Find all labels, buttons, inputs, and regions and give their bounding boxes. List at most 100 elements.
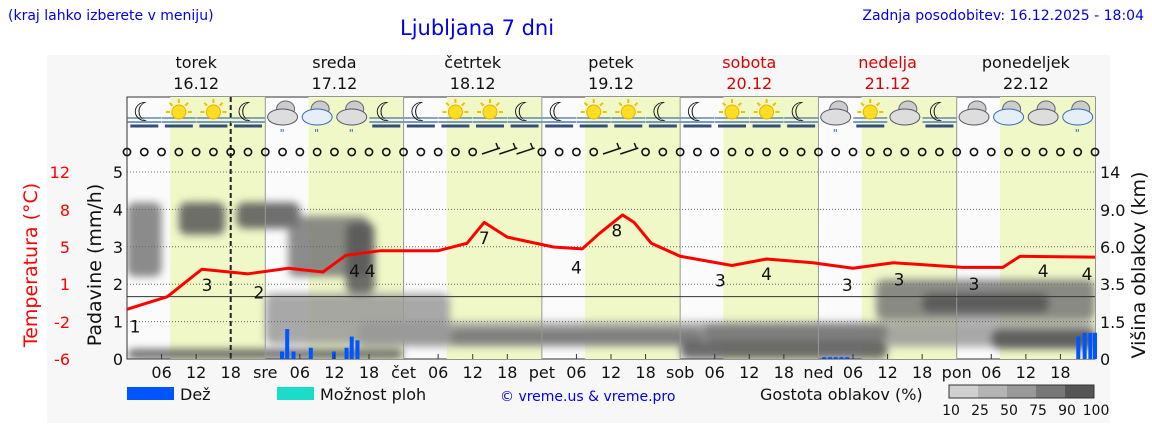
cloud-body <box>267 108 299 126</box>
cloud-layer <box>127 202 162 277</box>
density-scale-tick: 50 <box>1000 403 1018 419</box>
rain-bar <box>822 357 827 359</box>
temperature-label: 7 <box>479 229 490 249</box>
wind-calm-marker <box>468 147 478 157</box>
sun-ray <box>168 102 174 107</box>
wind-calm-marker <box>416 147 426 157</box>
sun-icon <box>586 104 602 120</box>
density-scale-swatch <box>978 385 1007 398</box>
cloud-body <box>958 108 990 126</box>
day-abbr-tick: ned <box>803 363 833 382</box>
day-name: torek <box>175 53 217 72</box>
hour-tick-label: 18 <box>912 363 932 382</box>
cloud-rain-icon: " <box>267 100 299 140</box>
moon-fog-icon: ☾ <box>231 98 265 128</box>
sun-fog-icon <box>161 99 196 128</box>
sun-icon <box>862 104 878 120</box>
wind-calm-marker <box>1021 147 1031 157</box>
sun-ray <box>480 102 485 107</box>
wind-calm-marker <box>814 147 823 157</box>
hour-tick-label: 06 <box>566 363 586 382</box>
wind-calm-marker <box>295 147 305 157</box>
day-name: ponedeljek <box>982 53 1071 72</box>
sun-icon <box>205 104 221 120</box>
wind-barb <box>499 147 518 155</box>
wind-calm-marker <box>762 147 771 157</box>
sun-ray <box>737 102 742 107</box>
wind-calm-marker <box>658 147 668 157</box>
temperature-label: 8 <box>611 222 622 242</box>
rain-bar <box>1093 332 1097 359</box>
precip-tick: 4 <box>113 200 123 219</box>
temperature-label: 4 <box>349 262 360 282</box>
temperature-label: 3 <box>715 271 726 291</box>
hour-tick-label: 12 <box>186 363 206 382</box>
wind-calm-marker <box>883 147 892 157</box>
cloud-layer <box>345 222 375 294</box>
page-title: Ljubljana 7 dni <box>400 16 555 40</box>
cloud-icon <box>1027 100 1059 126</box>
rain-bar <box>827 357 832 359</box>
moon-fog-icon: ☾ <box>645 98 680 128</box>
sun-icon <box>447 104 463 120</box>
cloud-layer <box>449 329 704 345</box>
cloud-height-tick: 14 <box>1100 163 1120 182</box>
rain-bar <box>845 357 850 359</box>
cloud-height-tick: 3.5 <box>1100 275 1125 294</box>
wind-calm-marker <box>641 147 650 157</box>
wind-calm-marker <box>952 147 962 157</box>
wind-calm-marker <box>831 147 841 157</box>
sun-icon <box>620 104 636 120</box>
hour-tick-label: 12 <box>324 363 344 382</box>
wind-barb <box>481 147 501 155</box>
density-scale-tick: 100 <box>1083 403 1110 419</box>
wind-calm-marker <box>1090 147 1100 157</box>
moon-fog-icon: ☾ <box>127 98 162 128</box>
moon-icon: ☾ <box>133 98 156 128</box>
precip-tick: 0 <box>113 350 123 369</box>
temperature-label: 3 <box>969 275 980 295</box>
wind-calm-marker <box>1004 147 1013 157</box>
last-updated: Zadnja posodobitev: 16.12.2025 - 18:04 <box>862 8 1144 24</box>
wind-calm-marker <box>157 147 166 157</box>
hour-tick-label: 12 <box>1016 363 1036 382</box>
wind-calm-marker <box>727 147 737 157</box>
rain-legend-swatch <box>127 387 174 400</box>
precip-tick: 1 <box>113 313 123 332</box>
temperature-label: 4 <box>571 258 582 278</box>
hour-tick-label: 18 <box>1050 363 1070 382</box>
wind-calm-marker <box>122 147 132 157</box>
sun-ray <box>633 102 639 107</box>
cloud-body <box>336 108 368 126</box>
sun-ray <box>219 102 224 107</box>
wind-calm-marker <box>554 147 564 157</box>
temperature-tick: -2 <box>54 313 70 332</box>
sun-fog-icon <box>438 99 473 128</box>
hour-tick-label: 06 <box>428 363 448 382</box>
cloud-layer <box>703 324 888 342</box>
rain-bar <box>331 351 336 359</box>
cloud-layer <box>991 329 1095 350</box>
day-name: petek <box>588 53 634 72</box>
density-scale-tick: 75 <box>1029 403 1047 419</box>
sun-icon <box>171 104 187 120</box>
precip-tick: 3 <box>113 238 123 257</box>
moon-fog-icon: ☾ <box>369 98 404 128</box>
sun-fog-icon <box>715 99 749 128</box>
wind-calm-marker <box>243 147 253 157</box>
sun-ray <box>875 102 881 107</box>
rain-bar <box>308 347 313 359</box>
day-name: četrtek <box>444 53 502 72</box>
moon-icon: ☾ <box>651 98 674 128</box>
temperature-label: 4 <box>365 262 376 282</box>
cloud-body <box>1027 108 1059 126</box>
sun-ray <box>583 102 589 107</box>
cloud-height-tick: 9.0 <box>1100 201 1125 220</box>
precip-tick: 5 <box>113 163 123 182</box>
daylight-band <box>585 97 681 359</box>
wind-calm-marker <box>209 147 218 157</box>
moon-icon: ☾ <box>789 98 812 128</box>
wind-calm-marker <box>312 147 322 157</box>
